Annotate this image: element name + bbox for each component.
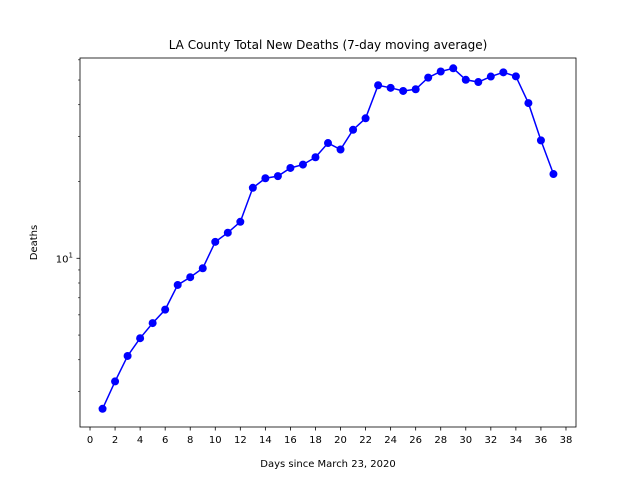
x-tick-label: 0 bbox=[87, 435, 93, 446]
data-point bbox=[461, 75, 470, 84]
x-tick-label: 28 bbox=[434, 435, 447, 446]
data-point bbox=[511, 72, 520, 81]
plot-area bbox=[98, 64, 558, 413]
x-tick-label: 2 bbox=[112, 435, 118, 446]
data-point bbox=[361, 114, 370, 123]
y-tick-label: 101 bbox=[56, 251, 73, 265]
x-tick-label: 12 bbox=[234, 435, 247, 446]
data-point bbox=[136, 334, 145, 343]
x-tick-label: 6 bbox=[162, 435, 168, 446]
data-point bbox=[324, 139, 332, 148]
data-point bbox=[298, 160, 307, 169]
data-point bbox=[524, 99, 533, 108]
x-tick-label: 32 bbox=[484, 435, 497, 446]
x-axis: 0 2 4 6 8 10 12 14 16 18 20 22 24 26 28 30 32 34 36 38 bbox=[87, 427, 573, 446]
data-point bbox=[111, 377, 120, 386]
data-point bbox=[273, 172, 282, 181]
data-point bbox=[486, 72, 495, 81]
data-point bbox=[536, 136, 545, 145]
chart-title: LA County Total New Deaths (7-day moving… bbox=[169, 38, 488, 52]
x-tick-label: 4 bbox=[137, 435, 143, 446]
data-point bbox=[236, 217, 245, 226]
data-point bbox=[449, 64, 458, 73]
x-axis-label: Days since March 23, 2020 bbox=[260, 459, 395, 470]
data-point bbox=[386, 83, 395, 92]
plot-frame bbox=[79, 57, 577, 428]
data-point bbox=[261, 174, 270, 183]
x-tick-label: 16 bbox=[284, 435, 297, 446]
data-point bbox=[411, 85, 420, 94]
data-point bbox=[436, 67, 445, 76]
x-tick-label: 20 bbox=[334, 435, 347, 446]
data-point bbox=[336, 145, 345, 154]
data-point bbox=[186, 273, 195, 282]
x-tick-label: 34 bbox=[510, 435, 523, 446]
data-point bbox=[248, 183, 257, 192]
data-point bbox=[123, 351, 132, 360]
x-tick-label: 24 bbox=[384, 435, 397, 446]
data-point bbox=[549, 170, 558, 179]
x-tick-label: 26 bbox=[409, 435, 422, 446]
x-tick-label: 38 bbox=[560, 435, 573, 446]
data-point bbox=[349, 125, 358, 134]
data-point bbox=[98, 404, 107, 413]
y-axis: 101 bbox=[56, 59, 80, 392]
data-point bbox=[211, 237, 220, 246]
x-tick-label: 30 bbox=[459, 435, 472, 446]
data-point bbox=[374, 81, 383, 90]
data-point bbox=[286, 163, 295, 172]
data-point bbox=[499, 68, 508, 77]
data-point bbox=[161, 305, 170, 314]
data-point bbox=[173, 280, 182, 289]
y-axis-label: Deaths bbox=[29, 225, 40, 260]
data-point bbox=[148, 319, 157, 328]
x-tick-label: 22 bbox=[359, 435, 372, 446]
x-tick-label: 8 bbox=[187, 435, 193, 446]
data-point bbox=[223, 228, 232, 237]
data-point bbox=[399, 86, 408, 95]
data-point bbox=[424, 73, 433, 82]
data-point bbox=[311, 153, 320, 162]
x-tick-label: 10 bbox=[209, 435, 222, 446]
x-tick-label: 36 bbox=[535, 435, 548, 446]
data-point bbox=[198, 264, 207, 273]
x-tick-label: 14 bbox=[259, 435, 272, 446]
data-point bbox=[474, 78, 483, 87]
x-tick-label: 18 bbox=[309, 435, 322, 446]
